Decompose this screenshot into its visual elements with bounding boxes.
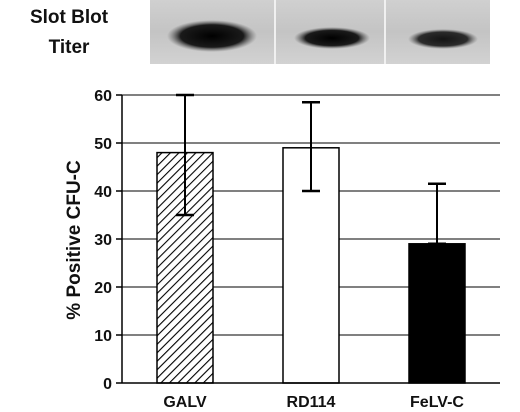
blot-label-line2: Titer bbox=[49, 37, 90, 58]
y-tick-label: 20 bbox=[94, 280, 112, 297]
blot-band-galv bbox=[167, 20, 257, 52]
y-tick-label: 10 bbox=[94, 328, 112, 345]
bar-chart: 0 10 20 30 40 50 60 GALV RD114 FeLV-C % Positive… bbox=[64, 88, 500, 411]
y-axis-title: % Positive CFU-C bbox=[64, 160, 85, 320]
category-label-rd114: RD114 bbox=[287, 394, 336, 411]
category-label-galv: GALV bbox=[163, 394, 207, 411]
error-bars bbox=[176, 93, 446, 246]
blot-band-felvc bbox=[408, 29, 478, 49]
y-tick-labels: 0 10 20 30 40 50 60 bbox=[94, 88, 112, 393]
y-tick-label: 50 bbox=[94, 136, 112, 153]
y-tick-label: 30 bbox=[94, 232, 112, 249]
blot-label-line1: Slot Blot bbox=[30, 7, 109, 28]
bar-felv-c bbox=[408, 243, 466, 384]
slot-blot-image bbox=[150, 0, 490, 64]
y-tick-label: 40 bbox=[94, 184, 112, 201]
axes bbox=[116, 94, 500, 384]
blot-band-rd114 bbox=[294, 27, 370, 49]
category-labels: GALV RD114 FeLV-C bbox=[163, 394, 464, 411]
category-label-felv-c: FeLV-C bbox=[410, 394, 464, 411]
y-tick-label: 60 bbox=[94, 88, 112, 105]
y-tick-label: 0 bbox=[103, 376, 112, 393]
